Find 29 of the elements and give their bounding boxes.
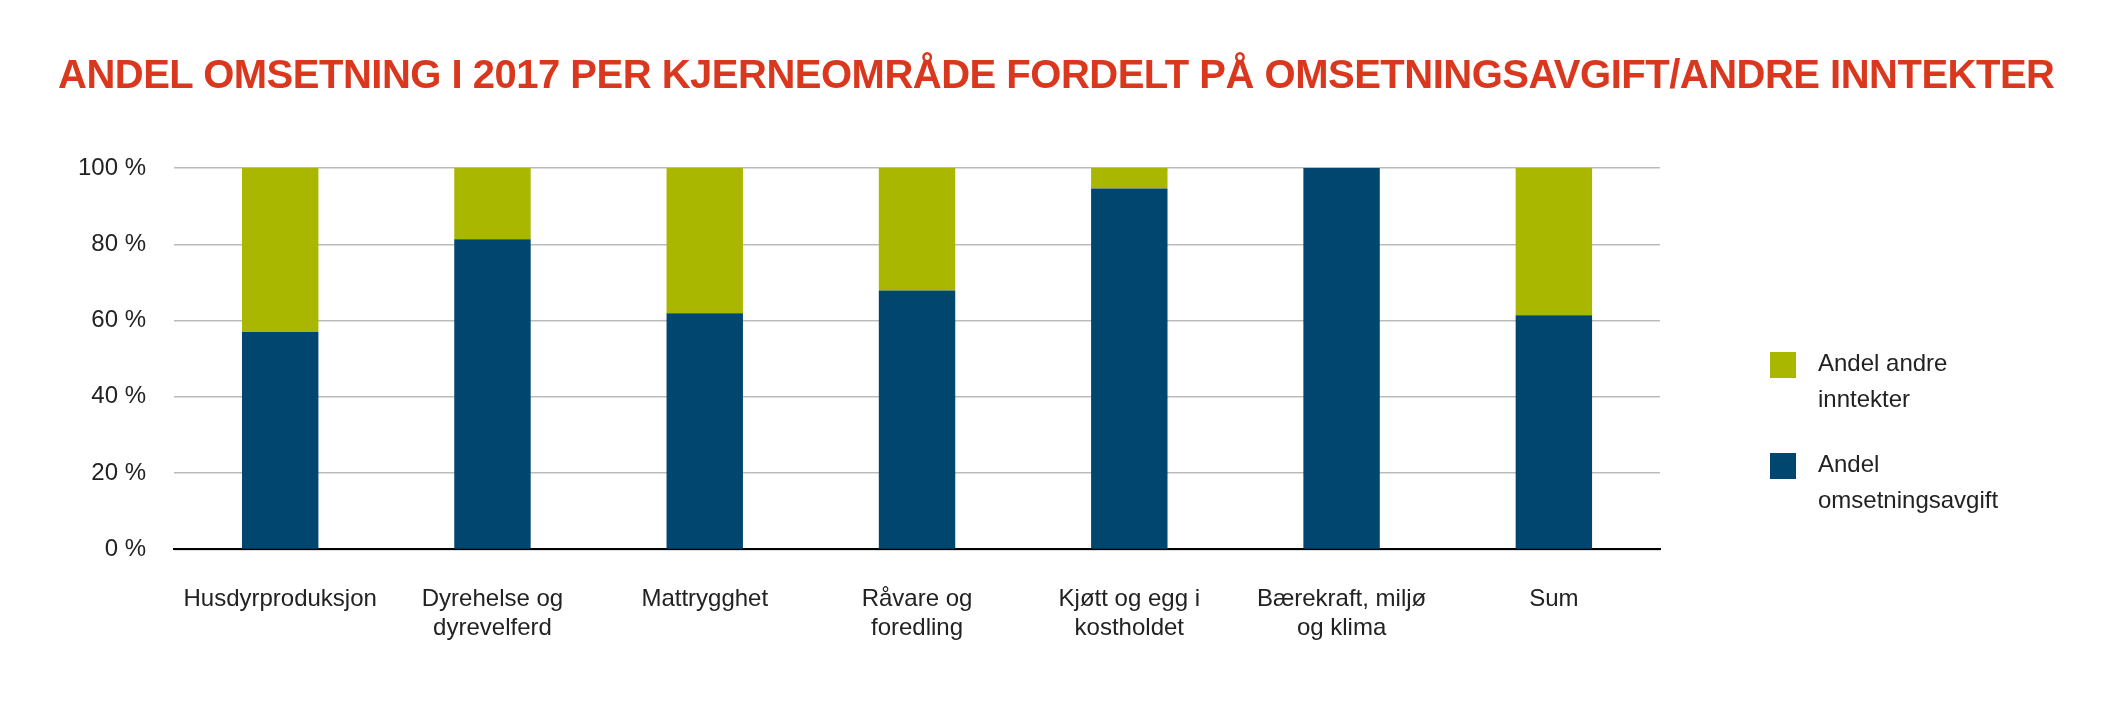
bar bbox=[1091, 168, 1168, 189]
legend-label: Andel andre inntekter bbox=[1818, 348, 1949, 414]
bar bbox=[454, 168, 531, 240]
x-tick-label: Husdyrproduksjon bbox=[183, 584, 377, 612]
x-tick-label: Bærekraft, miljø og klima bbox=[1256, 584, 1427, 641]
x-tick-label: Mattrygghet bbox=[641, 584, 769, 612]
y-tick-label: 40 % bbox=[91, 381, 147, 409]
bar bbox=[666, 168, 743, 314]
bar bbox=[1303, 168, 1380, 549]
x-tick-label: Råvare og foredling bbox=[861, 584, 973, 641]
y-tick-label: 80 % bbox=[91, 228, 147, 256]
y-tick-label: 20 % bbox=[91, 457, 147, 485]
bar bbox=[1515, 168, 1593, 316]
x-tick-label: Sum bbox=[1529, 584, 1579, 612]
legend-label: Andel omsetningsavgift bbox=[1818, 449, 2000, 515]
bar bbox=[878, 168, 956, 291]
y-tick-label: 60 % bbox=[91, 305, 147, 333]
bar bbox=[666, 313, 743, 549]
x-tick-label: Dyrehelse og dyrevelferd bbox=[421, 584, 564, 641]
bar bbox=[1091, 188, 1168, 549]
bar bbox=[454, 239, 531, 549]
y-tick-label: 100 % bbox=[77, 152, 147, 180]
chart-title: ANDEL OMSETNING I 2017 PER KJERNEOMRÅDE FORDELT PÅ OMSETNINGSAVGIFT/ANDRE INNTEKTER bbox=[58, 52, 2055, 97]
bar bbox=[1515, 315, 1593, 549]
bar bbox=[241, 332, 319, 549]
y-tick-label: 0 % bbox=[104, 534, 147, 562]
x-tick-label: Kjøtt og egg i kostholdet bbox=[1058, 584, 1201, 641]
bar bbox=[878, 290, 956, 549]
bar bbox=[241, 168, 319, 332]
